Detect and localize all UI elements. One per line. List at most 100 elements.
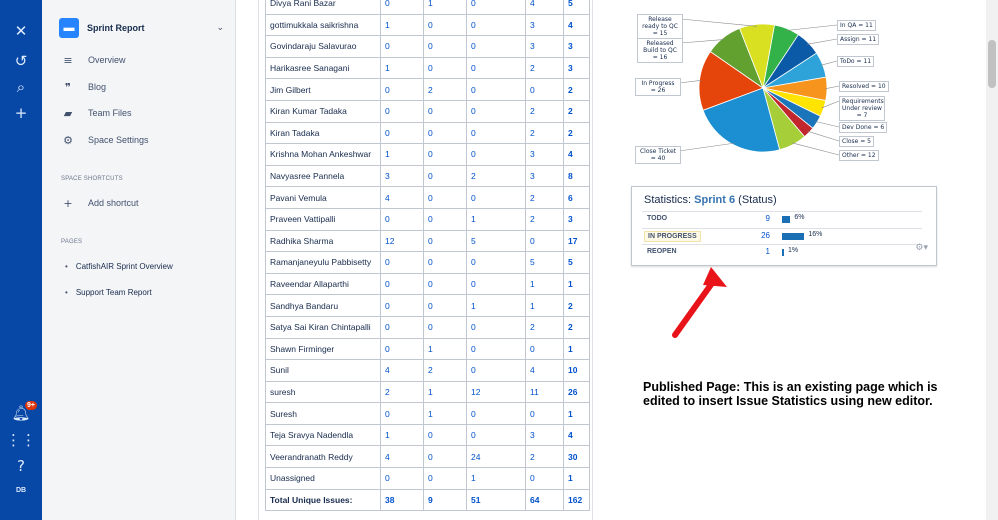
status-count[interactable]: 9 — [765, 214, 770, 223]
count-cell[interactable]: 0 — [380, 78, 424, 101]
count-cell[interactable]: 0 — [380, 251, 424, 274]
count-cell[interactable]: 0 — [423, 445, 467, 469]
count-cell[interactable]: 2 — [525, 56, 564, 80]
count-cell[interactable]: 1 — [423, 380, 467, 404]
count-cell[interactable]: 2 — [525, 445, 564, 469]
count-cell[interactable]: 0 — [466, 272, 526, 296]
count-cell[interactable]: 0 — [466, 143, 526, 166]
count-cell[interactable]: 2 — [525, 315, 564, 339]
count-cell[interactable]: 0 — [380, 402, 424, 425]
count-cell[interactable]: 0 — [423, 186, 467, 209]
pie-slice[interactable] — [739, 23, 775, 90]
scrollbar-thumb[interactable] — [988, 40, 996, 88]
count-cell[interactable]: 0 — [423, 13, 467, 37]
avatar[interactable]: DB — [15, 487, 27, 494]
count-cell[interactable]: 3 — [525, 164, 564, 188]
count-cell[interactable]: 0 — [466, 359, 526, 382]
count-cell[interactable]: 4 — [563, 143, 590, 166]
count-cell[interactable]: 1 — [423, 337, 467, 361]
count-cell[interactable]: 4 — [563, 13, 590, 37]
count-cell[interactable]: 3 — [525, 423, 564, 447]
count-cell[interactable]: 0 — [423, 121, 467, 145]
count-cell[interactable]: 1 — [563, 272, 590, 296]
count-cell[interactable]: 30 — [563, 445, 590, 469]
count-cell[interactable]: 1 — [466, 207, 526, 231]
count-cell[interactable]: 4 — [525, 359, 564, 382]
count-cell[interactable]: 6 — [563, 186, 590, 209]
space-header[interactable]: ▬ Sprint Report ⌄ — [59, 16, 224, 40]
count-cell[interactable]: 0 — [380, 35, 424, 58]
count-cell[interactable]: 0 — [466, 99, 526, 123]
help-icon[interactable]: ? — [17, 457, 25, 475]
count-cell[interactable]: 12 — [380, 229, 424, 253]
count-cell[interactable]: 0 — [380, 0, 424, 15]
count-cell[interactable]: 0 — [466, 251, 526, 274]
count-cell[interactable]: 0 — [423, 35, 467, 58]
status-label[interactable]: REOPEN — [647, 248, 677, 255]
count-cell[interactable]: 3 — [563, 207, 590, 231]
count-cell[interactable]: 2 — [563, 99, 590, 123]
count-cell[interactable]: 0 — [423, 467, 467, 490]
count-cell[interactable]: 0 — [423, 207, 467, 231]
count-cell[interactable]: 3 — [525, 35, 564, 58]
count-cell[interactable]: 3 — [525, 13, 564, 37]
sidebar-item-space-settings[interactable]: ⚙ Space Settings — [61, 130, 148, 150]
page-link-support-team[interactable]: • Support Team Report — [65, 288, 152, 297]
count-cell[interactable]: 0 — [380, 121, 424, 145]
count-cell[interactable]: 0 — [466, 402, 526, 425]
count-cell[interactable]: 1 — [380, 13, 424, 37]
count-cell[interactable]: 0 — [423, 272, 467, 296]
count-cell[interactable]: 2 — [563, 121, 590, 145]
count-cell[interactable]: 2 — [563, 294, 590, 317]
count-cell[interactable]: 12 — [466, 380, 526, 404]
count-cell[interactable]: 0 — [466, 0, 526, 15]
count-cell[interactable]: 0 — [466, 56, 526, 80]
count-cell[interactable]: 4 — [563, 423, 590, 447]
count-cell[interactable]: 8 — [563, 164, 590, 188]
count-cell[interactable]: 4 — [380, 359, 424, 382]
count-cell[interactable]: 2 — [563, 315, 590, 339]
count-cell[interactable]: 5 — [466, 229, 526, 253]
count-cell[interactable]: 3 — [525, 143, 564, 166]
count-cell[interactable]: 1 — [525, 294, 564, 317]
count-cell[interactable]: 0 — [525, 402, 564, 425]
total-count[interactable]: 51 — [466, 488, 526, 512]
confluence-logo-icon[interactable]: ✕ — [14, 22, 28, 40]
count-cell[interactable]: 0 — [466, 121, 526, 145]
status-label[interactable]: IN PROGRESS — [644, 230, 701, 242]
count-cell[interactable]: 1 — [423, 402, 467, 425]
count-cell[interactable]: 0 — [466, 315, 526, 339]
count-cell[interactable]: 1 — [466, 467, 526, 490]
count-cell[interactable]: 3 — [563, 35, 590, 58]
count-cell[interactable]: 3 — [563, 56, 590, 80]
status-label[interactable]: TODO — [647, 215, 668, 222]
count-cell[interactable]: 5 — [563, 0, 590, 15]
recent-icon[interactable]: ↺ — [14, 52, 28, 70]
count-cell[interactable]: 0 — [466, 35, 526, 58]
count-cell[interactable]: 1 — [423, 0, 467, 15]
count-cell[interactable]: 0 — [525, 78, 564, 101]
count-cell[interactable]: 2 — [466, 164, 526, 188]
count-cell[interactable]: 0 — [380, 315, 424, 339]
total-count[interactable]: 162 — [563, 488, 590, 512]
count-cell[interactable]: 0 — [423, 99, 467, 123]
page-link-catfishair[interactable]: • CatfishAIR Sprint Overview — [65, 262, 173, 271]
count-cell[interactable]: 11 — [525, 380, 564, 404]
gear-icon[interactable]: ⚙▾ — [915, 243, 928, 253]
add-shortcut-button[interactable]: + Add shortcut — [61, 193, 138, 213]
count-cell[interactable]: 10 — [563, 359, 590, 382]
count-cell[interactable]: 1 — [525, 272, 564, 296]
sidebar-item-overview[interactable]: ≡ Overview — [61, 50, 125, 70]
count-cell[interactable]: 0 — [423, 423, 467, 447]
chevron-down-icon[interactable]: ⌄ — [216, 23, 224, 33]
count-cell[interactable]: 2 — [525, 121, 564, 145]
sidebar-item-blog[interactable]: ❞ Blog — [61, 77, 106, 97]
status-count[interactable]: 26 — [761, 230, 770, 240]
count-cell[interactable]: 2 — [380, 380, 424, 404]
count-cell[interactable]: 2 — [423, 359, 467, 382]
count-cell[interactable]: 2 — [525, 207, 564, 231]
count-cell[interactable]: 24 — [466, 445, 526, 469]
count-cell[interactable]: 1 — [380, 423, 424, 447]
count-cell[interactable]: 0 — [525, 229, 564, 253]
pie-slice[interactable] — [698, 51, 764, 111]
